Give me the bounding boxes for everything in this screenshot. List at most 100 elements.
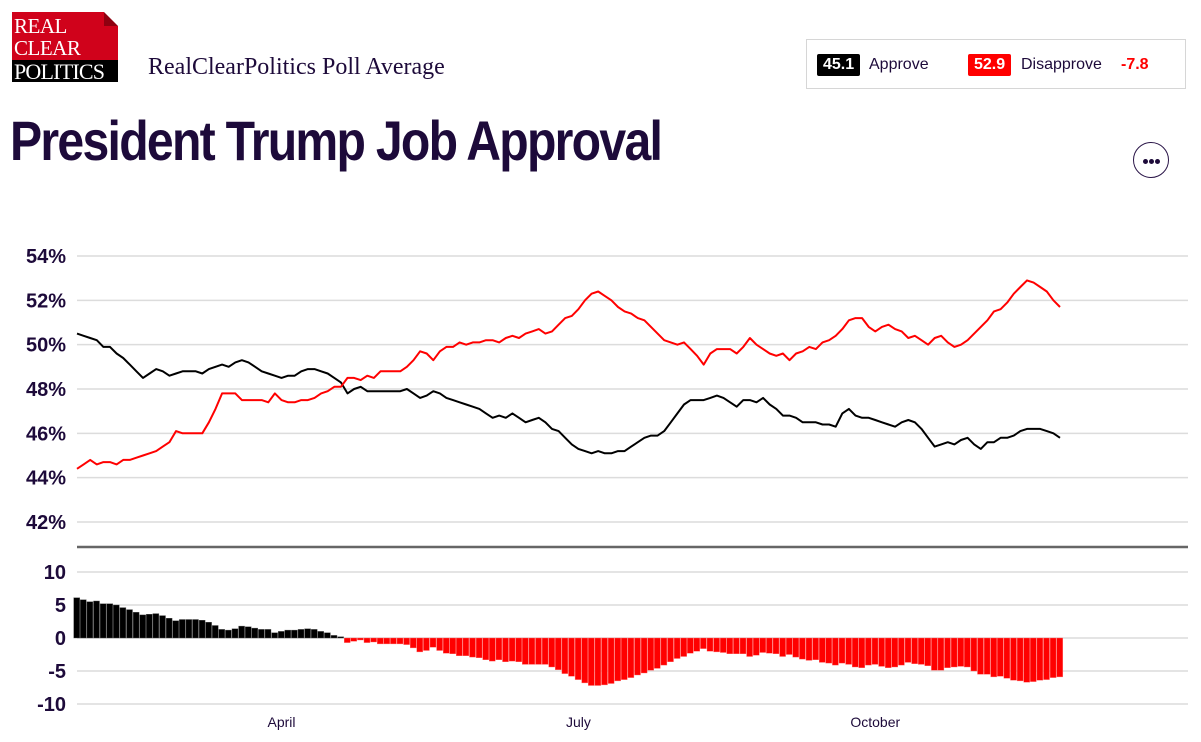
spread-bar[interactable]: [508, 637, 516, 662]
spread-bar[interactable]: [535, 637, 542, 665]
spread-bar[interactable]: [555, 637, 562, 670]
spread-bar[interactable]: [911, 637, 918, 664]
spread-bar[interactable]: [113, 604, 120, 639]
series-line-approve[interactable]: [76, 332, 1061, 455]
spread-bar[interactable]: [146, 614, 153, 639]
spread-bar[interactable]: [871, 637, 879, 665]
spread-bar[interactable]: [436, 637, 443, 651]
spread-bar[interactable]: [416, 637, 423, 653]
spread-bar[interactable]: [489, 637, 496, 662]
spread-bar[interactable]: [957, 637, 964, 667]
spread-bar[interactable]: [924, 637, 931, 666]
spread-bar[interactable]: [423, 637, 430, 651]
spread-bar[interactable]: [244, 626, 252, 639]
spread-bar[interactable]: [390, 637, 397, 645]
spread-bar[interactable]: [970, 637, 978, 672]
spread-bar[interactable]: [132, 612, 140, 639]
spread-bar[interactable]: [852, 637, 859, 668]
spread-bar[interactable]: [858, 637, 865, 668]
spread-bar[interactable]: [357, 637, 364, 641]
spread-bar[interactable]: [1036, 637, 1044, 681]
spread-bar[interactable]: [799, 637, 806, 660]
spread-bar[interactable]: [574, 637, 582, 680]
spread-bar[interactable]: [238, 625, 245, 639]
spread-bar[interactable]: [159, 615, 166, 639]
spread-bar[interactable]: [152, 613, 160, 639]
spread-bar[interactable]: [812, 637, 819, 660]
spread-bar[interactable]: [86, 601, 94, 639]
spread-bar[interactable]: [403, 637, 410, 645]
spread-bar[interactable]: [759, 637, 766, 653]
spread-bar[interactable]: [502, 637, 509, 662]
spread-bar[interactable]: [634, 637, 641, 676]
spread-bar[interactable]: [937, 637, 945, 671]
spread-bar[interactable]: [396, 637, 404, 645]
spread-bar[interactable]: [627, 637, 635, 678]
spread-bar[interactable]: [845, 637, 852, 665]
spread-bar[interactable]: [317, 631, 324, 639]
spread-bar[interactable]: [588, 637, 595, 686]
spread-bar[interactable]: [304, 628, 311, 639]
spread-bar[interactable]: [1043, 637, 1050, 680]
spread-bar[interactable]: [278, 631, 285, 639]
spread-bar[interactable]: [291, 629, 298, 639]
spread-bar[interactable]: [383, 637, 390, 645]
spread-bar[interactable]: [106, 603, 113, 639]
spread-bar[interactable]: [251, 627, 259, 639]
spread-bar[interactable]: [753, 637, 760, 656]
spread-bar[interactable]: [904, 637, 912, 663]
spread-bar[interactable]: [370, 637, 377, 643]
spread-bar[interactable]: [779, 637, 786, 657]
spread-bar[interactable]: [720, 637, 727, 653]
spread-bar[interactable]: [667, 637, 674, 662]
spread-bar[interactable]: [462, 637, 470, 656]
spread-bar[interactable]: [258, 629, 265, 639]
spread-bar[interactable]: [614, 637, 621, 682]
spread-bar[interactable]: [469, 637, 476, 658]
spread-bar[interactable]: [205, 622, 212, 639]
spread-bar[interactable]: [693, 637, 700, 652]
spread-bar[interactable]: [1003, 637, 1011, 679]
spread-bar[interactable]: [792, 637, 799, 658]
spread-bar[interactable]: [1010, 637, 1017, 681]
spread-bar[interactable]: [561, 637, 569, 674]
spread-bar[interactable]: [126, 609, 133, 639]
spread-bar[interactable]: [594, 637, 602, 686]
spread-bar[interactable]: [700, 637, 707, 649]
spread-bar[interactable]: [93, 600, 100, 639]
spread-bar[interactable]: [429, 637, 437, 648]
spread-bar[interactable]: [1049, 637, 1057, 678]
spread-bar[interactable]: [680, 637, 687, 657]
spread-bar[interactable]: [990, 637, 997, 678]
spread-bar[interactable]: [581, 637, 588, 684]
spread-bar[interactable]: [832, 637, 839, 666]
spread-bar[interactable]: [739, 637, 747, 655]
spread-bar[interactable]: [192, 619, 199, 639]
spread-bar[interactable]: [660, 637, 668, 666]
spread-bar[interactable]: [548, 637, 555, 668]
spread-bar[interactable]: [119, 607, 127, 639]
spread-bar[interactable]: [482, 637, 489, 660]
spread-bar[interactable]: [449, 637, 456, 655]
spread-bar[interactable]: [231, 628, 239, 639]
spread-bar[interactable]: [172, 620, 179, 639]
spread-bar[interactable]: [706, 637, 714, 652]
spread-bar[interactable]: [1016, 637, 1024, 682]
spread-bar[interactable]: [805, 637, 813, 661]
spread-bar[interactable]: [885, 637, 892, 668]
spread-bar[interactable]: [607, 637, 615, 684]
spread-bar[interactable]: [377, 637, 384, 645]
spread-bar[interactable]: [1023, 637, 1030, 683]
spread-bar[interactable]: [528, 637, 536, 665]
spread-bar[interactable]: [311, 629, 318, 639]
spread-bar[interactable]: [865, 637, 872, 666]
spread-bar[interactable]: [568, 637, 575, 677]
spread-bar[interactable]: [977, 637, 984, 675]
spread-bar[interactable]: [647, 637, 654, 671]
spread-bar[interactable]: [211, 625, 219, 639]
spread-bar[interactable]: [1030, 637, 1037, 682]
spread-bar[interactable]: [495, 637, 503, 660]
spread-bar[interactable]: [878, 637, 885, 667]
spread-bar[interactable]: [179, 619, 186, 639]
spread-bar[interactable]: [918, 637, 925, 665]
